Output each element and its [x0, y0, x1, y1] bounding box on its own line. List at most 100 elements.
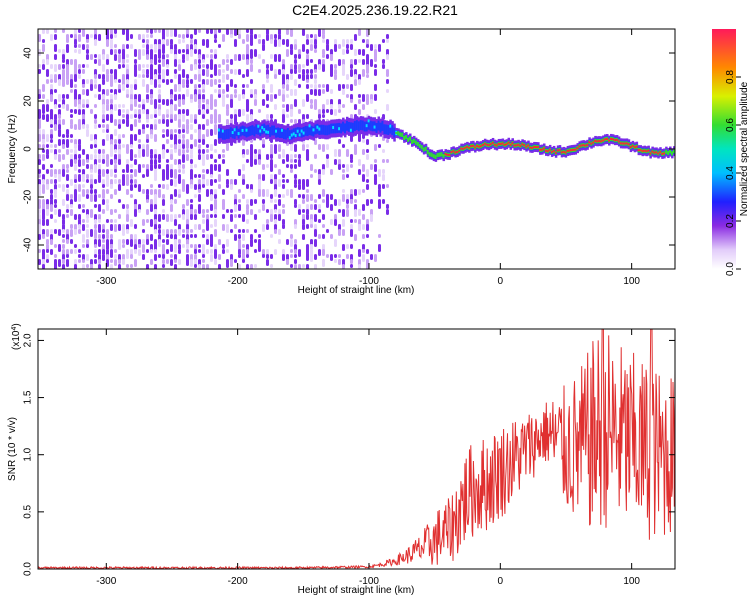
noise-cell — [326, 164, 329, 168]
noise-cell — [214, 89, 217, 93]
noise-cell — [150, 219, 153, 227]
noise-cell — [206, 64, 209, 69]
noise-cell — [362, 39, 365, 43]
noise-cell — [190, 49, 193, 57]
noise-cell — [294, 69, 297, 74]
noise-cell — [74, 74, 77, 82]
noise-cell — [98, 214, 101, 220]
noise-cell — [310, 244, 313, 250]
noise-cell — [146, 94, 149, 100]
noise-cell — [66, 174, 69, 181]
noise-cell — [146, 114, 149, 120]
noise-cell — [174, 189, 177, 197]
noise-cell — [102, 74, 105, 80]
noise-cell — [154, 114, 157, 118]
noise-cell — [294, 199, 297, 205]
noise-cell — [46, 169, 49, 174]
noise-cell — [198, 104, 201, 109]
noise-cell — [146, 239, 149, 245]
noise-cell — [338, 84, 341, 91]
noise-cell — [106, 124, 109, 130]
noise-cell — [54, 209, 57, 215]
noise-cell — [230, 184, 233, 190]
noise-cell — [38, 184, 41, 190]
ridge-cell — [527, 144, 530, 147]
noise-cell — [142, 249, 145, 253]
noise-cell — [278, 144, 281, 152]
snr-frame — [37, 328, 676, 570]
noise-cell — [210, 254, 213, 262]
noise-cell — [278, 69, 281, 75]
noise-cell — [178, 79, 181, 85]
noise-cell — [154, 199, 157, 205]
noise-cell — [158, 84, 161, 88]
noise-cell — [278, 214, 281, 221]
noise-cell — [302, 29, 305, 36]
ridge-cell — [336, 123, 339, 134]
noise-cell — [110, 244, 113, 249]
ridge-cell — [444, 153, 447, 156]
noise-cell — [246, 149, 249, 155]
noise-cell — [222, 249, 225, 254]
noise-cell — [358, 219, 361, 225]
noise-cell — [266, 224, 269, 230]
colorbar-gradient — [712, 29, 736, 269]
noise-cell — [134, 119, 137, 127]
ridge-cell — [643, 149, 646, 152]
noise-cell — [38, 209, 41, 214]
noise-cell — [314, 104, 317, 110]
noise-cell — [318, 179, 321, 185]
noise-cell — [154, 49, 157, 53]
noise-cell — [78, 229, 81, 234]
snr-y-axis: 0.00.51.01.52.0 — [23, 333, 675, 576]
noise-cell — [166, 214, 169, 222]
ridge-cell — [503, 143, 507, 146]
ridge-cell — [448, 153, 451, 156]
noise-cell — [146, 54, 149, 60]
noise-cell — [114, 29, 117, 34]
ridge-cell — [505, 143, 509, 146]
noise-cell — [46, 239, 49, 245]
noise-cell — [54, 219, 57, 223]
ridge-cell — [375, 123, 379, 133]
noise-cell — [262, 89, 265, 94]
noise-cell — [322, 34, 325, 39]
noise-cell — [74, 99, 77, 107]
noise-cell — [314, 204, 317, 210]
noise-cell — [326, 229, 329, 233]
noise-cell — [286, 114, 289, 118]
noise-cell — [162, 49, 165, 54]
noise-cell — [182, 39, 185, 43]
noise-cell — [58, 104, 61, 108]
colorbar-tick-label: 0.4 — [725, 166, 736, 180]
ridge-cell — [229, 127, 233, 138]
noise-cell — [126, 159, 129, 164]
noise-cell — [218, 64, 221, 68]
noise-cell — [174, 179, 177, 187]
noise-cell — [126, 114, 129, 120]
ridge-cell — [588, 141, 591, 144]
noise-cell — [258, 189, 261, 197]
ridge-cell — [479, 145, 483, 148]
ridge-cell — [296, 129, 300, 133]
noise-cell — [242, 154, 245, 158]
noise-cell — [378, 144, 381, 148]
noise-cell — [338, 229, 341, 236]
noise-cell — [46, 199, 49, 205]
noise-cell — [130, 169, 133, 173]
noise-cell — [58, 174, 61, 182]
noise-cell — [114, 189, 117, 195]
noise-cell — [330, 204, 333, 211]
noise-cell — [330, 69, 333, 77]
noise-cell — [234, 224, 237, 229]
noise-cell — [190, 39, 193, 44]
noise-cell — [78, 74, 81, 79]
noise-cell — [334, 74, 337, 80]
noise-cell — [206, 54, 209, 58]
noise-cell — [214, 54, 217, 59]
noise-cell — [362, 164, 365, 172]
noise-cell — [214, 164, 217, 171]
noise-cell — [74, 44, 77, 48]
noise-cell — [214, 219, 217, 227]
noise-cell — [262, 199, 265, 204]
